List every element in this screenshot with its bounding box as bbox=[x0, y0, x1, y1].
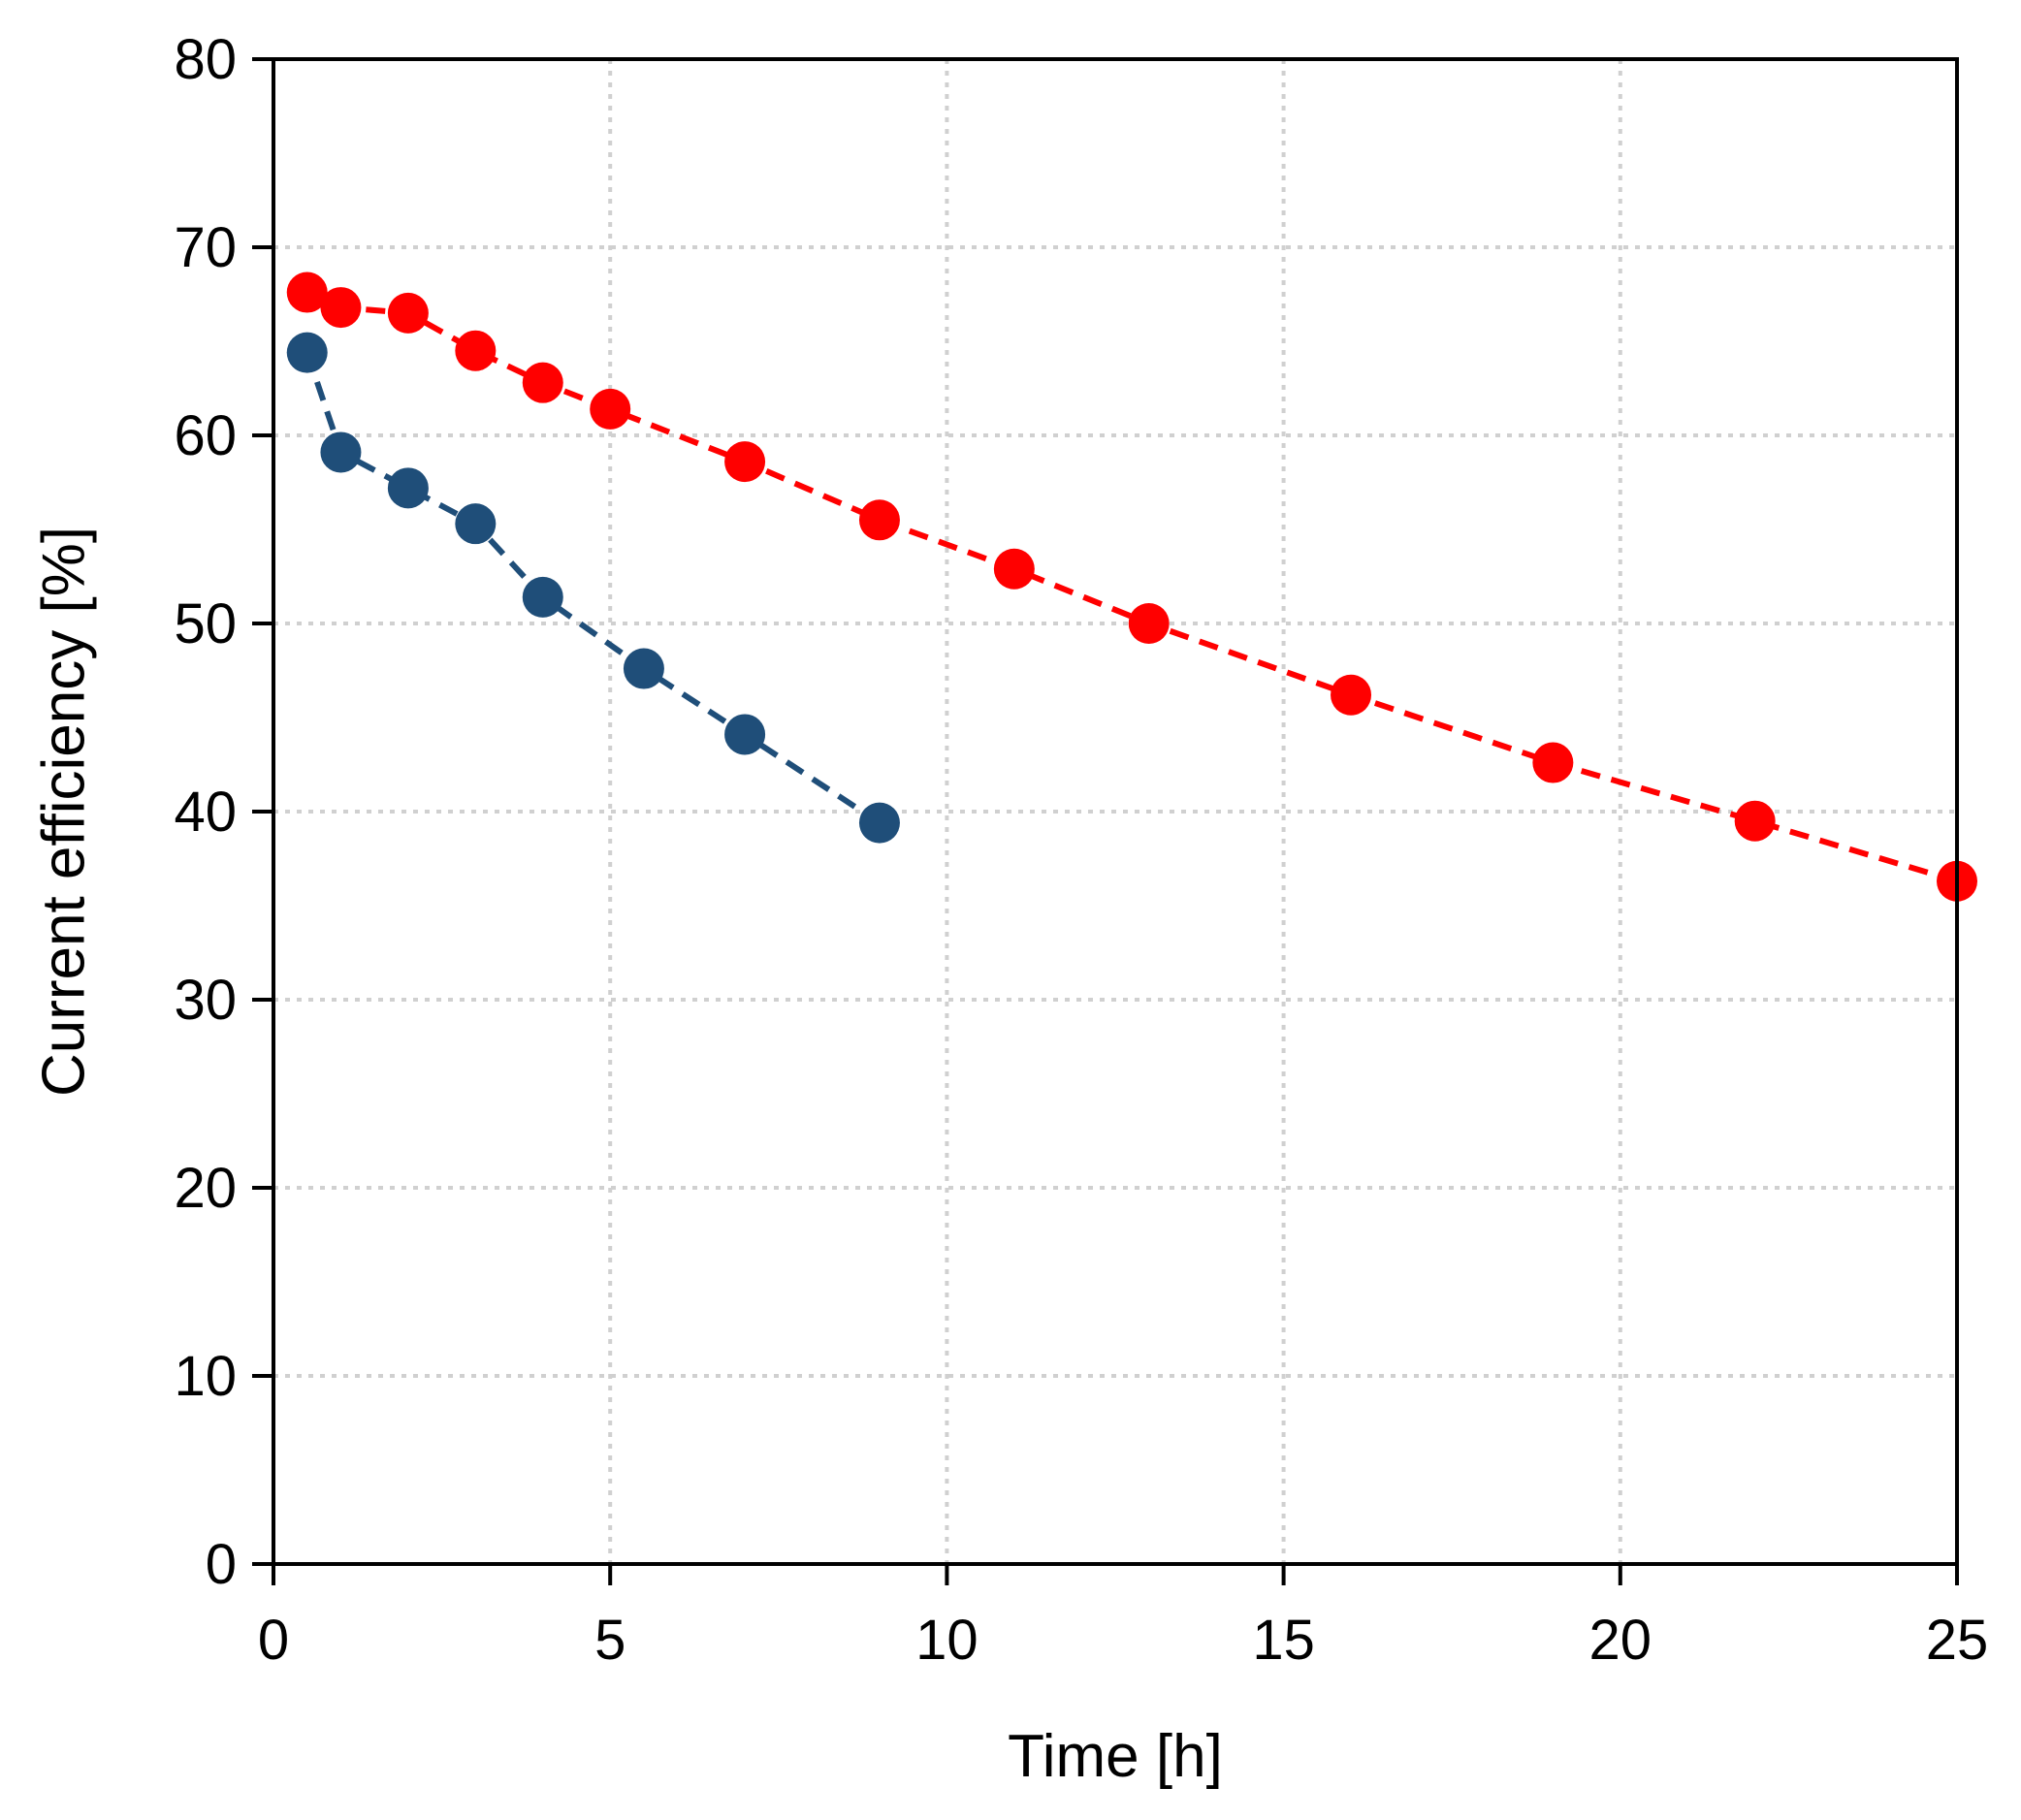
data-point bbox=[1532, 742, 1574, 783]
data-point bbox=[1331, 674, 1372, 716]
y-axis-title: Current efficiency [%] bbox=[30, 527, 97, 1097]
x-tick-label: 5 bbox=[594, 1609, 626, 1672]
series-layer bbox=[286, 271, 1977, 902]
y-tick-label: 60 bbox=[174, 404, 237, 467]
data-point bbox=[320, 287, 362, 329]
data-point bbox=[993, 548, 1035, 590]
x-tick-label: 15 bbox=[1252, 1609, 1315, 1672]
data-point bbox=[724, 441, 766, 483]
x-tick-label: 10 bbox=[915, 1609, 978, 1672]
x-tick-label: 25 bbox=[1926, 1609, 1989, 1672]
data-point bbox=[858, 499, 900, 541]
data-point bbox=[286, 332, 328, 373]
y-tick-label: 80 bbox=[174, 28, 237, 91]
y-tick-label: 50 bbox=[174, 592, 237, 655]
data-point bbox=[320, 431, 362, 473]
y-tick-label: 30 bbox=[174, 969, 237, 1032]
data-point bbox=[522, 362, 563, 403]
series-line bbox=[304, 351, 882, 826]
data-point bbox=[724, 714, 766, 755]
data-point bbox=[1128, 603, 1170, 644]
data-point bbox=[455, 330, 497, 371]
x-tick-label: 0 bbox=[258, 1609, 289, 1672]
data-point bbox=[455, 503, 497, 545]
y-tick-label: 10 bbox=[174, 1345, 237, 1408]
data-point bbox=[387, 467, 429, 509]
y-tick-label: 40 bbox=[174, 781, 237, 844]
series-1 bbox=[286, 332, 900, 844]
data-point bbox=[590, 388, 631, 430]
series-0 bbox=[286, 271, 1977, 902]
series-line bbox=[305, 289, 1958, 884]
x-axis-title: Time [h] bbox=[1008, 1723, 1223, 1790]
y-tick-label: 0 bbox=[206, 1533, 237, 1596]
data-point bbox=[1734, 800, 1776, 842]
data-point bbox=[858, 802, 900, 844]
data-point bbox=[623, 648, 664, 689]
data-point bbox=[286, 271, 328, 313]
grid-lines bbox=[273, 59, 1957, 1564]
y-tick-label: 20 bbox=[174, 1157, 237, 1220]
x-tick-label: 20 bbox=[1589, 1609, 1652, 1672]
data-point bbox=[387, 292, 429, 334]
data-point bbox=[522, 576, 563, 618]
axis-ticks: 0 5 10 15 20 25 0 10 20 30 40 50 60 70 80 bbox=[174, 28, 1988, 1672]
y-tick-label: 70 bbox=[174, 216, 237, 279]
